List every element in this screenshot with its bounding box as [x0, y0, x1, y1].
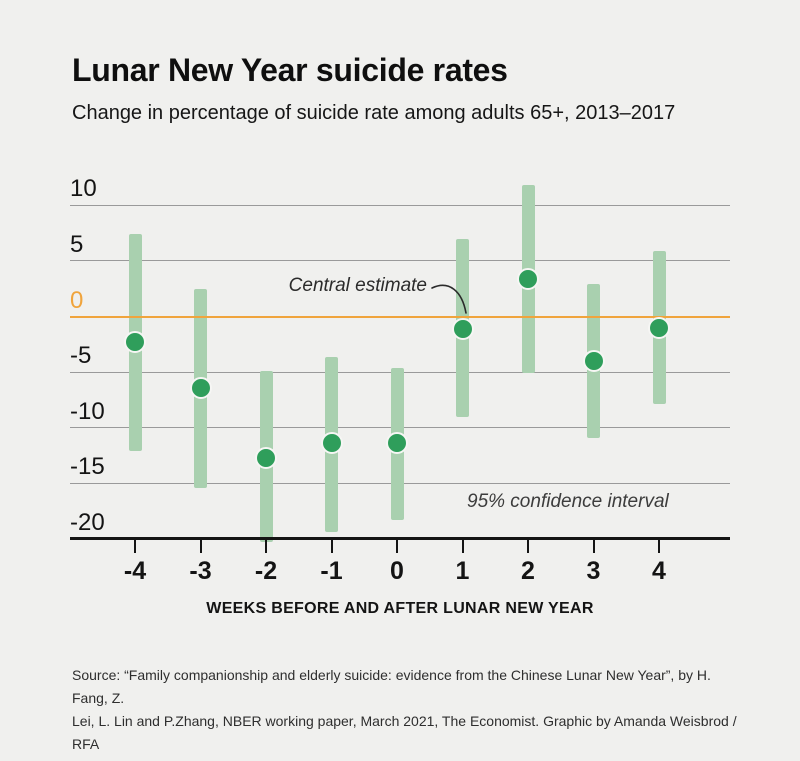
confidence-interval-label: 95% confidence interval — [467, 491, 669, 512]
y-tick-label: -10 — [70, 397, 105, 425]
x-tick-label: -2 — [254, 557, 278, 585]
estimate-dot — [582, 350, 605, 372]
central-estimate-label: Central estimate — [288, 275, 427, 296]
estimate-dot — [320, 432, 343, 455]
source-line-2: Lei, L. Lin and P.Zhang, NBER working pa… — [72, 713, 737, 752]
chart-subtitle: Change in percentage of suicide rate amo… — [72, 102, 676, 124]
x-tick-label: 3 — [586, 557, 601, 585]
plot-area: 10 5 0 -5 -10 -15 -20 -4 -3 -2 -1 0 1 2 3 4 — [70, 175, 730, 585]
zero-line — [70, 315, 730, 318]
estimate-dot — [517, 267, 539, 290]
axis-tick — [265, 540, 267, 554]
y-tick-label: 0 — [70, 286, 84, 314]
gridline — [70, 204, 730, 206]
chart-title: Lunar New Year suicide rates — [72, 52, 508, 88]
axis-tick — [134, 540, 136, 554]
axis-tick — [330, 540, 333, 554]
axis-tick — [592, 540, 595, 554]
source-line-1: Source: “Family companionship and elderl… — [72, 667, 711, 706]
axis-tick — [527, 540, 529, 554]
estimate-dot — [386, 432, 408, 455]
y-tick-label: -5 — [70, 342, 92, 370]
gridline — [70, 260, 730, 262]
x-tick-label: -4 — [123, 557, 147, 585]
axis-tick — [658, 540, 660, 554]
x-tick-label: -1 — [320, 557, 343, 585]
estimate-dot — [255, 446, 277, 469]
estimate-dot — [451, 317, 474, 340]
estimate-dot — [124, 331, 146, 354]
x-axis-line — [70, 537, 730, 541]
x-tick-label: 2 — [521, 557, 535, 585]
axis-tick — [461, 540, 464, 554]
estimate-dot — [189, 376, 212, 399]
y-tick-label: -20 — [70, 508, 105, 536]
axis-tick — [396, 540, 398, 554]
x-axis-title: WEEKS BEFORE AND AFTER LUNAR NEW YEAR — [206, 600, 594, 617]
x-tick-label: 0 — [390, 557, 404, 585]
y-tick-label: -15 — [70, 453, 105, 481]
axis-tick — [199, 540, 202, 554]
x-tick-label: 1 — [455, 557, 470, 585]
source-note: Source: “Family companionship and elderl… — [72, 664, 744, 756]
y-tick-label: 10 — [70, 175, 97, 203]
estimate-dot — [648, 316, 670, 339]
x-tick-label: -3 — [189, 557, 212, 585]
y-tick-label: 5 — [70, 230, 84, 258]
x-tick-label: 4 — [652, 557, 666, 585]
